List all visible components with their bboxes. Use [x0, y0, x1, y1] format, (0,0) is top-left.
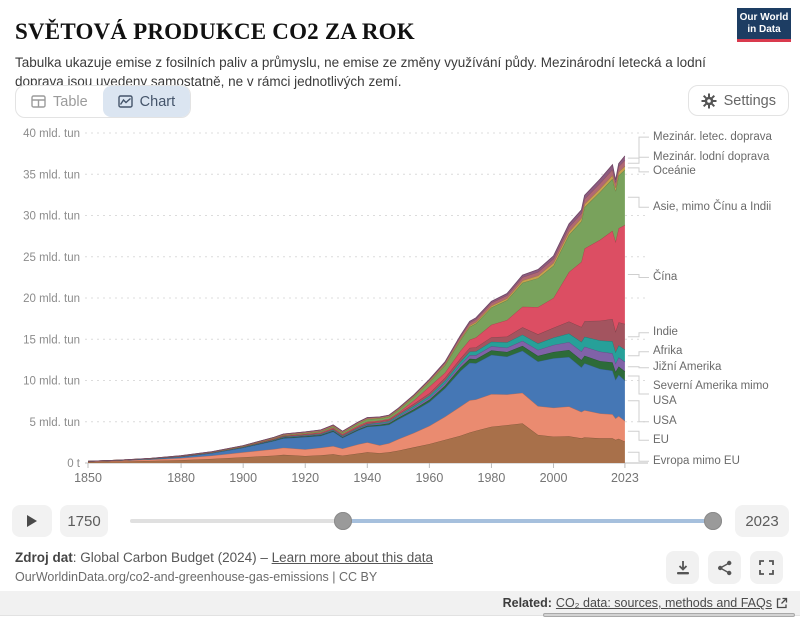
timeline: 1750 2023 [0, 503, 800, 539]
x-tick-label: 1850 [74, 471, 102, 485]
y-tick-label: 5 mld. tun [30, 417, 81, 429]
share-button[interactable] [708, 551, 741, 584]
download-button[interactable] [666, 551, 699, 584]
legend-label[interactable]: Čína [653, 270, 678, 283]
y-tick-label: 25 mld. tun [23, 252, 80, 264]
tab-table-label: Table [53, 93, 88, 110]
gear-icon [701, 93, 717, 108]
legend-label[interactable]: Asie, mimo Čínu a Indii [653, 200, 772, 213]
credit-line: OurWorldinData.org/co2-and-greenhouse-ga… [15, 570, 378, 584]
x-tick-label: 2023 [611, 471, 639, 485]
tab-chart[interactable]: Chart [102, 86, 191, 117]
legend-label[interactable]: Evropa mimo EU [653, 454, 740, 467]
share-icon [717, 560, 731, 575]
legend-label[interactable]: Oceánie [653, 165, 696, 178]
action-buttons [666, 551, 783, 584]
x-tick-label: 1880 [167, 471, 195, 485]
source-label: Zdroj dat [15, 550, 73, 565]
legend-label[interactable]: Jižní Amerika [653, 361, 722, 374]
timeline-end-year[interactable]: 2023 [735, 505, 789, 537]
owid-logo[interactable]: Our World in Data [737, 8, 791, 42]
legend-label[interactable]: Mezinár. letec. doprava [653, 130, 772, 143]
learn-more-link[interactable]: Learn more about this data [271, 550, 433, 565]
settings-label: Settings [723, 92, 776, 109]
fullscreen-icon [759, 560, 774, 575]
y-tick-label: 10 mld. tun [23, 376, 80, 388]
related-label: Related: [502, 596, 552, 610]
area-band[interactable] [88, 350, 625, 462]
timeline-start-handle[interactable] [333, 512, 352, 530]
owid-logo-line2: in Data [747, 23, 781, 35]
page-title: SVĚTOVÁ PRODUKCE CO2 ZA ROK [15, 19, 415, 45]
settings-button[interactable]: Settings [687, 85, 789, 116]
related-link[interactable]: CO₂ data: sources, methods and FAQs [555, 596, 772, 610]
timeline-end-handle[interactable] [704, 512, 722, 530]
timeline-start-year[interactable]: 1750 [60, 505, 108, 537]
stacked-area-chart[interactable]: 5 mld. tun 10 mld. tun 15 mld. tun 20 mld. … [0, 122, 800, 500]
play-button[interactable] [12, 505, 52, 537]
legend-label[interactable]: Severní Amerika mimo USA [653, 379, 769, 407]
tab-table[interactable]: Table [16, 86, 103, 117]
area-band[interactable] [88, 345, 625, 462]
external-link-icon [776, 597, 788, 609]
legend-label[interactable]: Mezinár. lodní doprava [653, 150, 770, 163]
area-band[interactable] [88, 392, 625, 462]
timeline-selected-range [342, 519, 713, 523]
chart-footer: Zdroj dat: Global Carbon Budget (2024) –… [0, 548, 800, 590]
x-tick-label: 1980 [478, 471, 506, 485]
y-tick-label: 35 mld. tun [23, 169, 80, 181]
chart-icon [117, 95, 133, 108]
legend-label[interactable]: EU [653, 433, 669, 446]
x-tick-label: 1920 [291, 471, 319, 485]
y-tick-label: 30 mld. tun [23, 211, 80, 223]
area-band[interactable] [88, 319, 625, 462]
y-tick-label: 15 mld. tun [23, 334, 80, 346]
area-band[interactable] [88, 423, 625, 463]
legend-label[interactable]: Afrika [653, 345, 683, 358]
tab-chart-label: Chart [139, 93, 176, 110]
view-tabs: Table Chart [15, 85, 192, 118]
x-tick-label: 1900 [229, 471, 257, 485]
source-line: Zdroj dat: Global Carbon Budget (2024) –… [15, 550, 433, 565]
horizontal-scrollbar[interactable] [543, 613, 795, 617]
x-tick-label: 1960 [415, 471, 443, 485]
legend-label[interactable]: USA [653, 415, 677, 428]
x-tick-label: 2000 [540, 471, 568, 485]
timeline-track[interactable] [130, 512, 722, 530]
play-icon [27, 515, 37, 527]
table-icon [31, 95, 46, 108]
fullscreen-button[interactable] [750, 551, 783, 584]
y-tick-label: 20 mld. tun [23, 293, 80, 305]
source-text: : Global Carbon Budget (2024) – [72, 550, 272, 565]
owid-logo-line1: Our World [739, 11, 789, 23]
x-tick-label: 1940 [353, 471, 381, 485]
y-zero-label: 0 t [67, 458, 81, 470]
legend-label[interactable]: Indie [653, 326, 678, 339]
related-bar: Related: CO₂ data: sources, methods and … [0, 591, 800, 616]
chart-subtitle: Tabulka ukazuje emise z fosilních paliv … [15, 54, 706, 90]
y-tick-label: 40 mld. tun [23, 128, 80, 140]
download-icon [676, 560, 689, 574]
